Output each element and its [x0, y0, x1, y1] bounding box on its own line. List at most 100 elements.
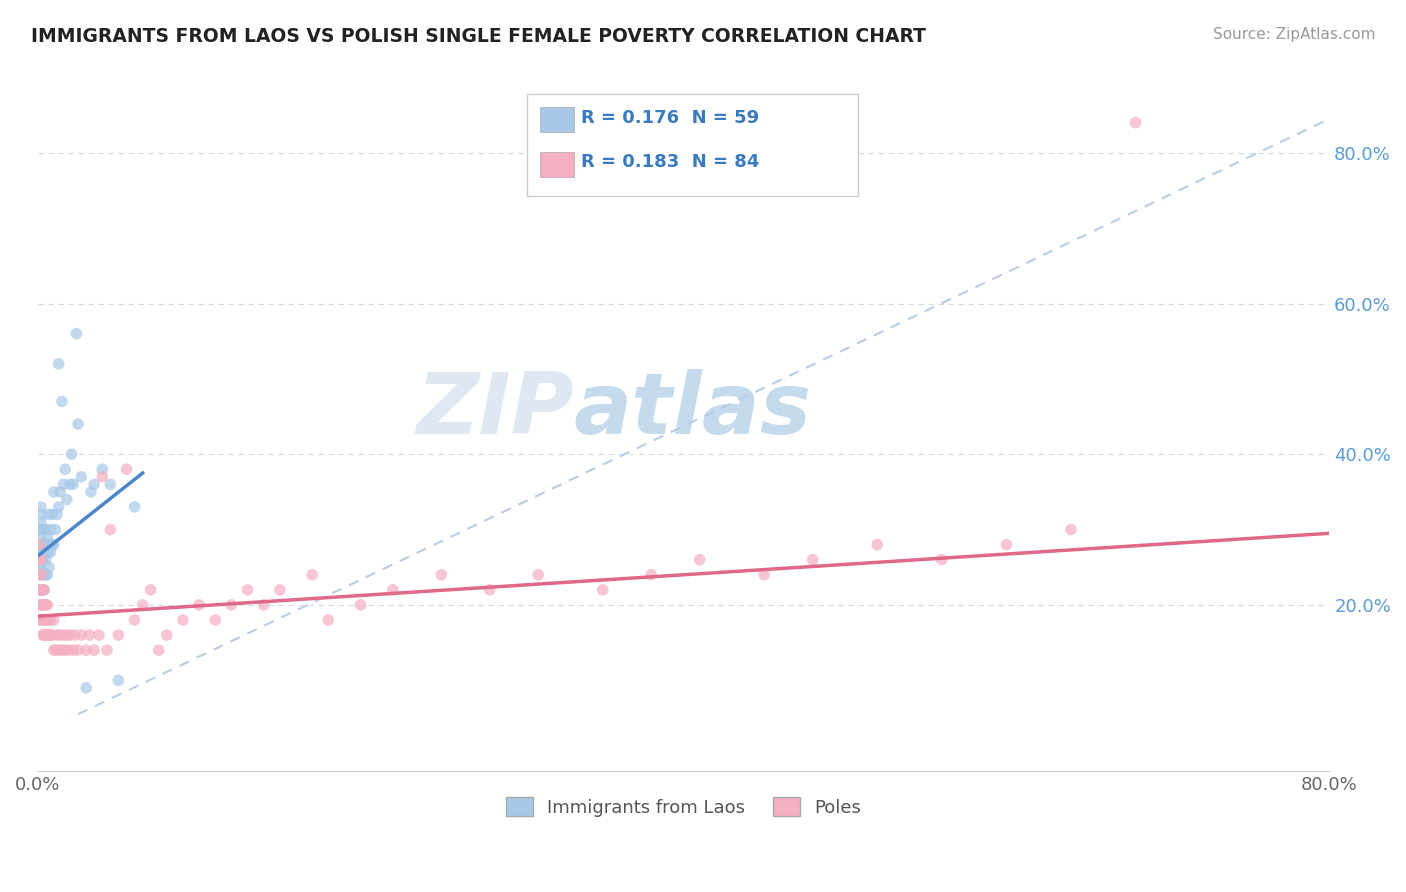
Point	[131, 598, 153, 612]
Point	[37, 530, 59, 544]
Point	[1125, 116, 1147, 130]
Point	[37, 598, 59, 612]
Point	[31, 508, 53, 522]
Point	[59, 477, 82, 491]
Point	[124, 613, 146, 627]
Point	[478, 582, 501, 597]
Point	[91, 462, 114, 476]
Point	[30, 515, 52, 529]
Point	[30, 500, 52, 514]
Point	[28, 567, 51, 582]
Point	[32, 582, 55, 597]
Point	[38, 538, 60, 552]
Point	[55, 492, 77, 507]
Point	[39, 613, 62, 627]
Point	[31, 567, 53, 582]
Point	[31, 582, 53, 597]
Point	[430, 567, 453, 582]
Point	[28, 538, 51, 552]
Point	[28, 582, 51, 597]
Point	[28, 560, 51, 574]
Point	[48, 500, 70, 514]
Point	[204, 613, 226, 627]
Point	[49, 628, 72, 642]
Point	[51, 394, 73, 409]
Point	[67, 417, 90, 431]
Point	[28, 523, 51, 537]
Point	[37, 567, 59, 582]
Point	[30, 560, 52, 574]
Point	[39, 628, 62, 642]
Point	[37, 613, 59, 627]
Point	[31, 538, 53, 552]
Point	[58, 643, 80, 657]
Point	[51, 643, 73, 657]
Point	[48, 643, 70, 657]
Point	[41, 508, 63, 522]
Point	[31, 613, 53, 627]
Point	[75, 681, 97, 695]
Text: ZIP: ZIP	[416, 368, 574, 451]
Point	[30, 552, 52, 566]
Point	[37, 545, 59, 559]
Point	[65, 326, 87, 341]
Text: Source: ZipAtlas.com: Source: ZipAtlas.com	[1212, 27, 1375, 42]
Point	[107, 628, 129, 642]
Point	[31, 582, 53, 597]
Point	[32, 545, 55, 559]
Point	[801, 552, 824, 566]
Point	[67, 643, 90, 657]
Point	[28, 598, 51, 612]
Point	[35, 613, 58, 627]
Point	[60, 447, 83, 461]
Point	[59, 628, 82, 642]
Point	[28, 545, 51, 559]
Point	[52, 628, 75, 642]
Point	[28, 582, 51, 597]
Point	[269, 582, 291, 597]
Point	[39, 545, 62, 559]
Point	[32, 628, 55, 642]
Point	[156, 628, 179, 642]
Point	[931, 552, 953, 566]
Point	[30, 530, 52, 544]
Point	[689, 552, 711, 566]
Point	[35, 598, 58, 612]
Point	[83, 477, 105, 491]
Point	[30, 598, 52, 612]
Point	[188, 598, 211, 612]
Point	[83, 643, 105, 657]
Point	[41, 628, 63, 642]
Point	[592, 582, 614, 597]
Point	[98, 477, 121, 491]
Point	[38, 613, 60, 627]
Point	[80, 484, 103, 499]
Text: IMMIGRANTS FROM LAOS VS POLISH SINGLE FEMALE POVERTY CORRELATION CHART: IMMIGRANTS FROM LAOS VS POLISH SINGLE FE…	[31, 27, 927, 45]
Point	[31, 552, 53, 566]
Point	[30, 613, 52, 627]
Point	[381, 582, 404, 597]
Point	[640, 567, 662, 582]
Point	[301, 567, 323, 582]
Point	[35, 552, 58, 566]
Point	[148, 643, 170, 657]
Point	[754, 567, 776, 582]
Point	[31, 628, 53, 642]
Text: R = 0.176  N = 59: R = 0.176 N = 59	[581, 109, 759, 127]
Point	[253, 598, 276, 612]
Point	[44, 523, 66, 537]
Point	[32, 523, 55, 537]
Point	[46, 508, 69, 522]
Point	[28, 538, 51, 552]
Point	[79, 628, 101, 642]
Point	[30, 567, 52, 582]
Point	[42, 538, 65, 552]
Point	[30, 582, 52, 597]
Point	[124, 500, 146, 514]
Point	[28, 613, 51, 627]
Point	[87, 628, 110, 642]
Point	[32, 582, 55, 597]
Point	[38, 508, 60, 522]
Point	[75, 643, 97, 657]
Legend: Immigrants from Laos, Poles: Immigrants from Laos, Poles	[499, 790, 868, 824]
